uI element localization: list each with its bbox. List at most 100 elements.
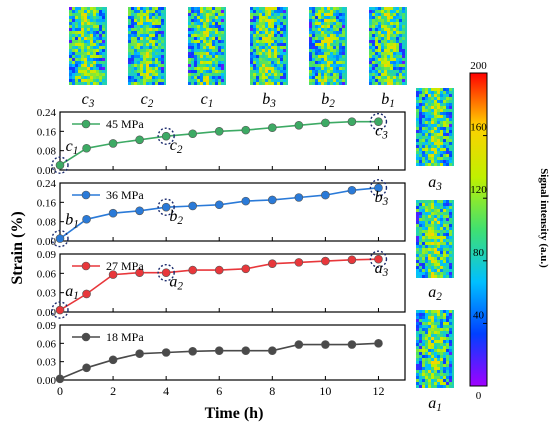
x-tick-label: 4: [163, 384, 169, 398]
data-point: [347, 255, 357, 265]
point-annotation-b1: b1: [65, 212, 79, 231]
data-point: [214, 346, 224, 355]
data-point: [374, 117, 383, 126]
data-point: [135, 349, 144, 359]
plot-frame: [59, 182, 406, 242]
colorbar-tick-label: 80: [473, 247, 485, 259]
strain-image-c1: [188, 7, 226, 85]
data-point: [347, 340, 357, 349]
data-point: [268, 195, 277, 205]
x-tick-label: 12: [372, 384, 384, 398]
data-point: [55, 160, 65, 170]
data-point: [135, 206, 144, 216]
data-point: [188, 201, 197, 211]
data-point: [108, 208, 118, 218]
point-annotation-c3: c3: [375, 123, 388, 142]
legend-marker: [81, 190, 91, 200]
y-tick-label: 0.24: [37, 178, 57, 190]
data-point: [108, 270, 118, 279]
point-annotation-a3: a3: [375, 260, 389, 279]
data-point: [214, 127, 224, 136]
y-tick-label: 0.00: [37, 375, 57, 387]
highlight-circle: [369, 112, 388, 131]
plot-frame: [59, 253, 406, 313]
data-point: [321, 256, 330, 266]
highlight-circle: [51, 229, 69, 248]
data-point: [55, 305, 65, 315]
data-point: [294, 120, 304, 130]
point-annotation-a1: a1: [65, 283, 79, 302]
point-annotation-b2: b2: [169, 208, 183, 227]
y-tick-label: 0.03: [37, 288, 57, 300]
strain-image-c3: [69, 7, 107, 85]
point-annotation-b3: b3: [375, 189, 389, 208]
y-tick-label: 0.24: [37, 107, 57, 119]
data-point: [268, 259, 277, 268]
data-point: [161, 348, 171, 357]
data-point: [82, 143, 91, 153]
image-label-a2: a2: [428, 284, 442, 303]
data-point: [161, 202, 171, 212]
strain-image-c2: [128, 7, 166, 85]
plot-frame: [59, 324, 406, 381]
legend-label: 36 MPa: [106, 188, 144, 202]
colorbar-gradient: [469, 72, 488, 387]
y-tick-label: 0.03: [37, 357, 57, 369]
image-label-b3: b3: [262, 91, 276, 110]
data-point: [82, 214, 91, 224]
x-tick-label: 8: [269, 384, 275, 398]
legend-marker: [81, 332, 91, 342]
data-point: [188, 129, 197, 139]
point-annotation-c2: c2: [170, 137, 183, 156]
image-label-c1: c1: [201, 91, 214, 110]
x-tick-label: 10: [319, 384, 331, 398]
data-point: [294, 340, 304, 349]
strain-image-b2: [309, 7, 347, 85]
point-annotation-c1: c1: [66, 138, 79, 157]
data-point: [55, 374, 65, 384]
panel-18-mpa: 0.00 0.03 0.06 0.09 0 2 4 6 8 10 12 18 MPa: [37, 320, 406, 398]
data-point: [188, 346, 197, 356]
chart-panels: 0.00 0.08 0.16 0.24 45 MPa c1 c2 c3 0.00 0.08 0.16…: [37, 107, 406, 398]
data-point: [294, 193, 304, 202]
data-point: [241, 346, 251, 355]
colorbar: 0 40 80 120 160 200: [469, 60, 488, 402]
y-tick-label: 0.00: [37, 307, 57, 319]
data-point: [321, 340, 330, 349]
colorbar-tick-label: 40: [473, 309, 485, 321]
highlight-circle: [157, 263, 175, 282]
data-point: [347, 185, 357, 195]
strain-image-b3: [250, 7, 288, 85]
image-label-c3: c3: [82, 91, 95, 110]
strain-image-b1: [369, 7, 407, 85]
point-annotation-a2: a2: [169, 274, 183, 293]
y-tick-label: 0.06: [37, 268, 57, 280]
data-point: [321, 190, 330, 200]
highlight-circle: [369, 250, 388, 268]
x-tick-label: 2: [110, 384, 116, 398]
colorbar-tick-label: 160: [470, 122, 487, 134]
data-point: [268, 123, 277, 133]
highlight-circle: [369, 179, 388, 197]
plot-frame: [59, 111, 406, 171]
highlight-circle: [157, 198, 175, 216]
data-point: [374, 183, 383, 193]
y-tick-label: 0.09: [37, 249, 57, 261]
image-label-b1: b1: [381, 91, 395, 110]
y-tick-label: 0.08: [37, 217, 57, 229]
data-point: [55, 234, 65, 243]
top-images: c3 c2 c1 b3 b2 b1: [69, 7, 407, 110]
side-images: a3 a2 a1: [416, 88, 454, 414]
y-tick-label: 0.16: [37, 126, 57, 138]
data-point: [241, 125, 251, 135]
data-point: [82, 289, 91, 299]
data-point: [294, 258, 304, 267]
data-point: [161, 268, 171, 277]
x-tick-label: 0: [57, 384, 63, 398]
data-point: [321, 118, 330, 128]
image-label-a1: a1: [428, 395, 442, 414]
legend-marker: [81, 119, 91, 129]
y-tick-label: 0.09: [37, 320, 57, 332]
